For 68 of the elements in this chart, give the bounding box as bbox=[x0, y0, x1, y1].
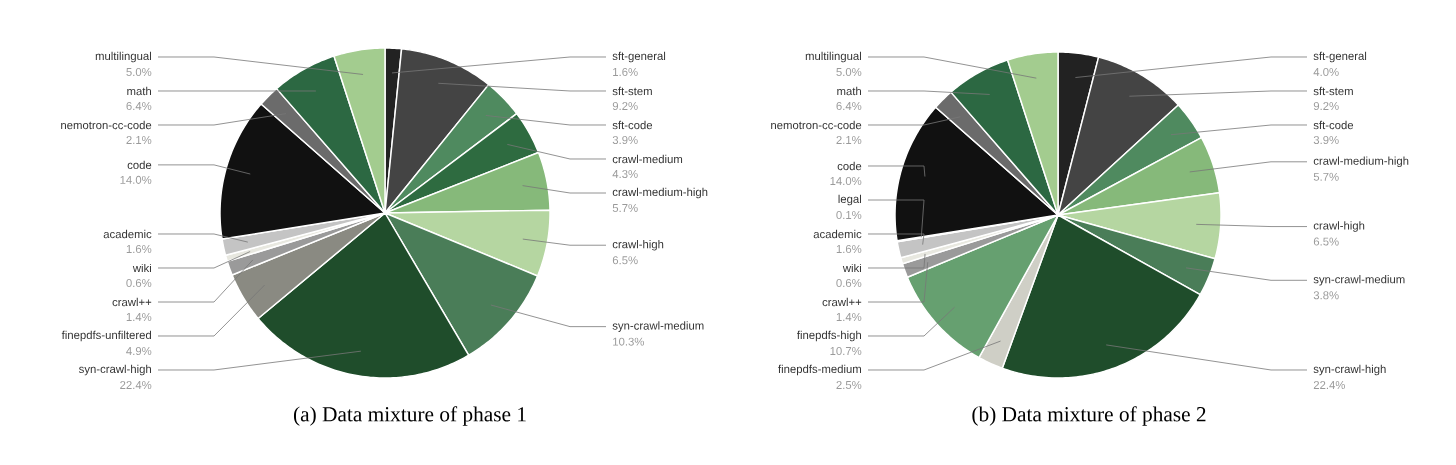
slice-label: sft-stem bbox=[1313, 86, 1353, 96]
slice-label: syn-crawl-medium bbox=[1313, 275, 1405, 286]
data-label: 6.4% bbox=[126, 101, 152, 110]
data-label: 14.0% bbox=[120, 175, 152, 184]
slice-label: multilingual bbox=[95, 51, 151, 63]
data-label: 0.1% bbox=[836, 211, 862, 219]
slice-label: crawl-medium bbox=[612, 154, 683, 164]
data-label: 9.2% bbox=[1313, 101, 1339, 110]
data-label: 1.4% bbox=[126, 313, 152, 321]
data-label: 1.6% bbox=[836, 245, 862, 253]
data-label: 5.0% bbox=[836, 67, 862, 76]
slice-label: nemotron-cc-code bbox=[771, 120, 862, 130]
data-label: 1.4% bbox=[836, 313, 862, 321]
data-label: 2.1% bbox=[126, 136, 152, 144]
data-label: 14.0% bbox=[830, 177, 862, 185]
data-label: 6.5% bbox=[1313, 237, 1339, 246]
slice-label: crawl++ bbox=[112, 297, 152, 307]
slice-label: sft-code bbox=[612, 120, 653, 130]
slice-label: code bbox=[837, 161, 862, 171]
data-label: 6.5% bbox=[612, 256, 638, 265]
slice-label: syn-crawl-high bbox=[79, 364, 151, 376]
slice-label: crawl-high bbox=[612, 239, 664, 251]
slice-label: sft-general bbox=[612, 51, 666, 63]
slice-label: sft-general bbox=[1313, 51, 1367, 63]
slice-label: legal bbox=[838, 194, 861, 206]
slice-label: math bbox=[837, 86, 861, 96]
slice-label: finepdfs-high bbox=[797, 330, 861, 342]
slice-label: sft-stem bbox=[612, 86, 652, 96]
slice-label: crawl-medium-high bbox=[612, 187, 708, 199]
data-label: 3.9% bbox=[612, 135, 638, 144]
data-label: 2.1% bbox=[836, 136, 862, 144]
slice-label: sft-code bbox=[1313, 120, 1354, 130]
data-label: 5.0% bbox=[126, 67, 152, 76]
data-label: 10.3% bbox=[613, 337, 645, 346]
slice-label: math bbox=[127, 86, 151, 96]
slice-label: academic bbox=[103, 229, 152, 239]
slice-label: multilingual bbox=[805, 51, 861, 63]
data-label: 3.8% bbox=[1313, 291, 1339, 300]
data-label: 0.6% bbox=[126, 279, 152, 287]
slice-label: wiki bbox=[132, 263, 151, 273]
data-label: 4.3% bbox=[612, 169, 638, 178]
data-label: 22.4% bbox=[1313, 381, 1346, 389]
slice-label: finepdfs-unfiltered bbox=[61, 330, 152, 342]
slice-label: crawl-high bbox=[1313, 221, 1365, 232]
data-label: 5.7% bbox=[612, 204, 638, 212]
data-label: 1.6% bbox=[126, 245, 152, 253]
slice-label: syn-crawl-high bbox=[1313, 364, 1386, 376]
data-label: 4.0% bbox=[1313, 67, 1339, 76]
data-label: 3.9% bbox=[1313, 135, 1339, 144]
slice-label: academic bbox=[813, 229, 862, 239]
data-label: 6.4% bbox=[836, 101, 862, 110]
slice-label: finepdfs-medium bbox=[778, 364, 861, 376]
text: (a) Data mixture of phase 1 bbox=[293, 406, 526, 426]
data-label: 22.4% bbox=[120, 381, 152, 389]
data-label: 5.7% bbox=[1313, 172, 1339, 181]
slice-label: wiki bbox=[842, 263, 861, 273]
slice-label: code bbox=[127, 160, 152, 170]
data-label: 0.6% bbox=[836, 279, 862, 287]
data-label: 9.2% bbox=[612, 101, 638, 110]
data-label: 10.7% bbox=[830, 347, 862, 355]
data-label: 1.6% bbox=[613, 67, 638, 76]
slice-label: crawl++ bbox=[822, 297, 862, 307]
data-label: 4.9% bbox=[126, 347, 152, 355]
text: (b) Data mixture of phase 2 bbox=[972, 406, 1206, 426]
slice-label: syn-crawl-medium bbox=[612, 321, 704, 332]
slice-label: nemotron-cc-code bbox=[61, 120, 152, 130]
slice-label: crawl-medium-high bbox=[1313, 156, 1409, 168]
data-label: 2.5% bbox=[836, 381, 862, 389]
